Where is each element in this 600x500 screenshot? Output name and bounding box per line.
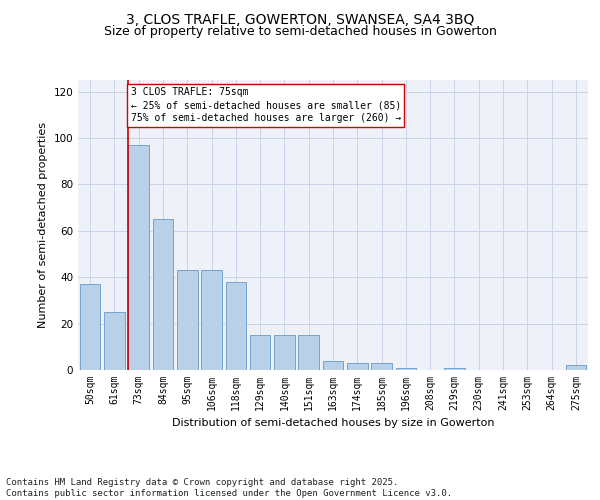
Bar — [226, 282, 246, 370]
Text: 3 CLOS TRAFLE: 75sqm
← 25% of semi-detached houses are smaller (85)
75% of semi-: 3 CLOS TRAFLE: 75sqm ← 25% of semi-detac… — [131, 87, 401, 124]
Bar — [104, 312, 125, 370]
X-axis label: Distribution of semi-detached houses by size in Gowerton: Distribution of semi-detached houses by … — [172, 418, 494, 428]
Bar — [250, 335, 271, 370]
Text: Size of property relative to semi-detached houses in Gowerton: Size of property relative to semi-detach… — [104, 25, 496, 38]
Bar — [152, 219, 173, 370]
Bar — [371, 363, 392, 370]
Text: Contains HM Land Registry data © Crown copyright and database right 2025.
Contai: Contains HM Land Registry data © Crown c… — [6, 478, 452, 498]
Bar — [80, 284, 100, 370]
Bar — [444, 368, 465, 370]
Bar — [347, 363, 368, 370]
Bar — [566, 366, 586, 370]
Text: 3, CLOS TRAFLE, GOWERTON, SWANSEA, SA4 3BQ: 3, CLOS TRAFLE, GOWERTON, SWANSEA, SA4 3… — [126, 12, 474, 26]
Y-axis label: Number of semi-detached properties: Number of semi-detached properties — [38, 122, 48, 328]
Bar — [298, 335, 319, 370]
Bar — [177, 270, 197, 370]
Bar — [323, 360, 343, 370]
Bar — [395, 368, 416, 370]
Bar — [128, 145, 149, 370]
Bar — [201, 270, 222, 370]
Bar — [274, 335, 295, 370]
